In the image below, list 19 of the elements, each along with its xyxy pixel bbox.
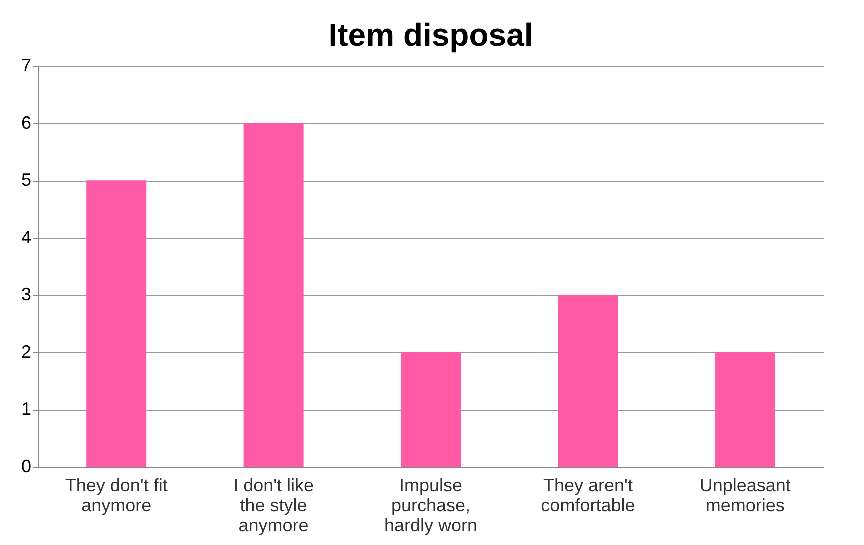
y-tick-label: 4: [21, 227, 32, 248]
y-tick-label: 7: [21, 56, 32, 76]
y-tick-label: 6: [21, 112, 32, 133]
x-tick-label: They aren't comfortable: [541, 476, 636, 516]
y-tick-label: 5: [21, 170, 32, 190]
bar: [558, 295, 618, 467]
y-tick-label: 1: [21, 399, 32, 420]
bar: [244, 123, 304, 467]
y-tick-label: 2: [21, 342, 32, 362]
x-tick-label: Impulse purchase, hardly worn: [384, 476, 478, 536]
y-tick-label: 3: [21, 284, 32, 305]
x-tick-label: Unpleasant memories: [700, 476, 791, 516]
bar: [715, 352, 776, 467]
x-tick-label: I don't like the style anymore: [234, 476, 314, 536]
bar: [401, 352, 461, 467]
chart-title: Item disposal: [328, 17, 534, 53]
y-tick-label: 0: [21, 456, 32, 476]
x-tick-label: They don't fit anymore: [65, 476, 168, 516]
bar: [86, 180, 147, 467]
